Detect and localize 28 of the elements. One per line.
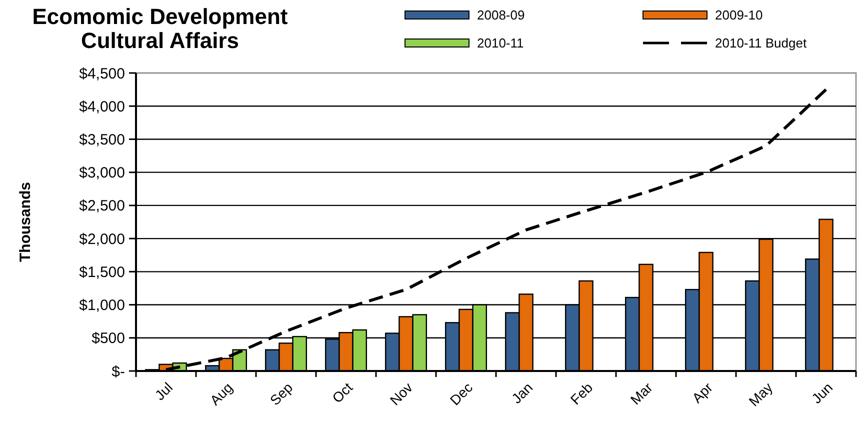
y-tick-label: $4,000: [79, 98, 125, 116]
y-axis-title: Thousands: [17, 182, 34, 262]
y-tick-label: $500: [92, 330, 125, 348]
x-tick-label: Mar: [627, 379, 656, 408]
y-tick-label: $2,500: [79, 198, 125, 215]
y-tick-label: $1,000: [79, 297, 125, 314]
x-tick-label: May: [746, 379, 776, 410]
x-tick-label: Jul: [152, 379, 176, 404]
x-tick-label: Sep: [266, 379, 296, 408]
legend-label: 2010-11: [477, 36, 524, 51]
x-tick-label: Oct: [328, 379, 356, 406]
x-tick-label: Nov: [386, 379, 416, 408]
y-tick-label: $1,500: [79, 264, 125, 281]
y-tick-label: $2,000: [79, 230, 125, 248]
y-tick-label: $3,500: [79, 131, 125, 148]
x-tick-label: Dec: [446, 379, 476, 408]
x-tick-label: Apr: [688, 379, 716, 406]
x-tick-label: Aug: [206, 379, 236, 408]
y-tick-label: $-: [112, 363, 125, 380]
legend-label: 2010-11 Budget: [715, 36, 807, 51]
y-tick-label: $3,000: [79, 164, 125, 182]
x-tick-label: Jan: [508, 379, 536, 407]
legend-label: 2009-10: [715, 8, 763, 23]
x-tick-label: Feb: [567, 379, 596, 408]
x-tick-label: Jun: [808, 379, 836, 407]
legend-label: 2008-09: [477, 8, 525, 23]
chart-title: Ecomomic Development Cultural Affairs: [32, 4, 288, 53]
y-tick-label: $4,500: [79, 65, 125, 82]
